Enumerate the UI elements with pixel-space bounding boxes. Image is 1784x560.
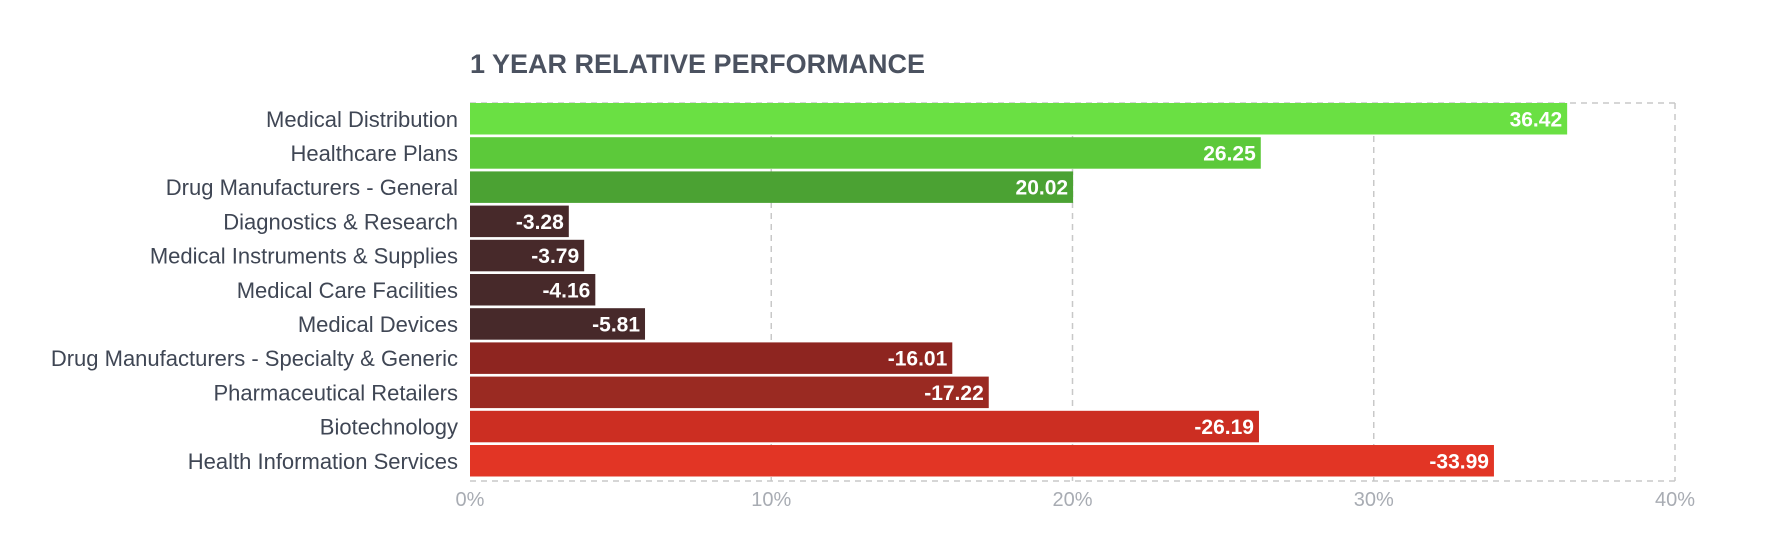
x-tick-label: 30% xyxy=(1354,489,1394,511)
value-label: 36.42 xyxy=(1510,108,1563,131)
bar xyxy=(470,274,596,306)
x-tick-label: 0% xyxy=(456,489,485,511)
value-label: 26.25 xyxy=(1203,142,1256,165)
x-axis-ticks: 0% 10% 20% 30% 40% xyxy=(456,489,1696,511)
value-label: -26.19 xyxy=(1194,416,1254,439)
value-label: -3.28 xyxy=(516,211,564,234)
bar xyxy=(470,376,989,409)
value-label: -17.22 xyxy=(924,382,984,405)
x-tick-label: 40% xyxy=(1655,489,1695,511)
bar xyxy=(470,239,585,272)
category-label: Medical Devices xyxy=(298,312,458,337)
category-labels: Medical Distribution Healthcare Plans Drug… xyxy=(51,107,458,474)
bar xyxy=(470,342,953,374)
value-label: -3.79 xyxy=(531,245,579,268)
x-tick-label: 20% xyxy=(1052,489,1092,511)
value-label: -4.16 xyxy=(542,279,590,302)
chart-title: 1 YEAR RELATIVE PERFORMANCE xyxy=(470,49,925,79)
category-label: Pharmaceutical Retailers xyxy=(213,380,458,405)
category-label: Health Information Services xyxy=(188,449,458,474)
bar xyxy=(470,445,1494,477)
category-label: Drug Manufacturers - General xyxy=(166,175,458,200)
bar xyxy=(470,171,1074,203)
category-label: Medical Instruments & Supplies xyxy=(150,244,458,269)
value-label: -16.01 xyxy=(888,348,948,371)
value-labels: 36.42 26.25 20.02 -3.28 -3.79 -4.16-5.81 -16.0… xyxy=(516,108,1562,473)
x-tick-label: 10% xyxy=(751,489,791,511)
category-label: Healthcare Plans xyxy=(290,141,458,166)
bar xyxy=(470,410,1259,443)
bar xyxy=(470,103,1568,135)
bars xyxy=(470,103,1568,477)
category-label: Drug Manufacturers - Specialty & Generic xyxy=(51,346,458,371)
bar xyxy=(470,137,1261,169)
category-label: Diagnostics & Research xyxy=(223,209,458,234)
value-label: 20.02 xyxy=(1016,177,1069,200)
category-label: Biotechnology xyxy=(320,415,458,440)
category-label: Medical Distribution xyxy=(266,107,458,132)
value-label: -5.81 xyxy=(592,313,640,336)
bar xyxy=(470,205,569,238)
category-label: Medical Care Facilities xyxy=(237,278,458,303)
bar xyxy=(470,308,646,340)
value-label: -33.99 xyxy=(1429,450,1489,473)
